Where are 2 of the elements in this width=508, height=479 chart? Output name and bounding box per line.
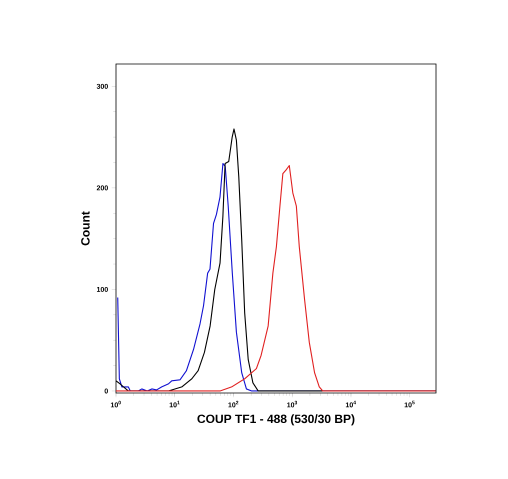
y-axis-title: Count <box>81 211 90 246</box>
x-axis-title: COUP TF1 - 488 (530/30 BP) <box>197 414 354 426</box>
